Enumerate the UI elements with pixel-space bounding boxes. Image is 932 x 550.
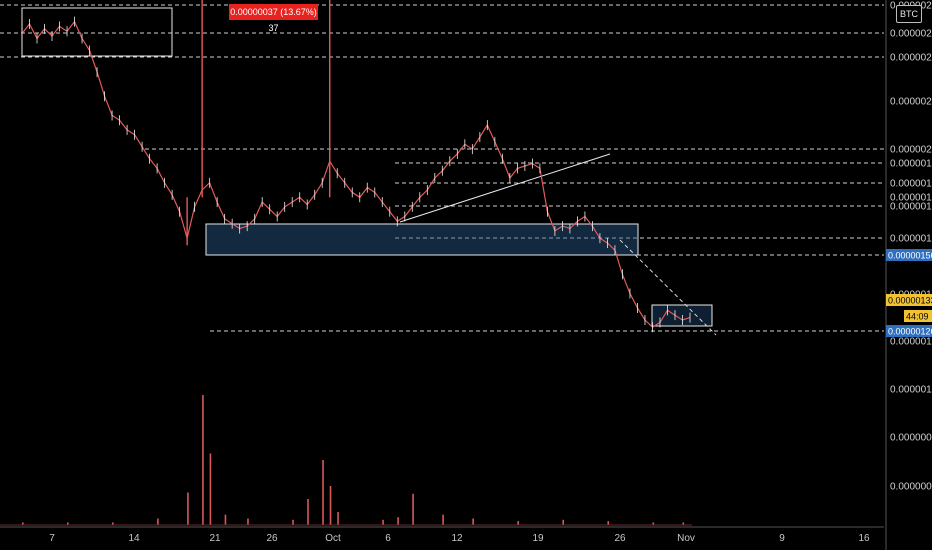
time-axis[interactable]: 7 14 21 26 Oct 6 12 19 26 Nov 9 16 (0, 526, 884, 544)
y-tick-label: 0.00000080 (890, 433, 932, 444)
price-series (21, 0, 691, 333)
x-tick-label: 19 (532, 533, 544, 544)
price-tag-label: 0.00000133 (888, 296, 932, 306)
price-tag: 0.00000133 (886, 294, 932, 306)
x-tick-label: 14 (128, 533, 140, 544)
volume-bars (0, 395, 692, 526)
volume-bar (607, 521, 610, 525)
measure-banner: 0.00000037 (13.67%) 37 (229, 4, 318, 33)
x-tick-label: 7 (49, 533, 55, 544)
volume-bar (292, 519, 294, 525)
x-tick-label: 6 (385, 533, 391, 544)
volume-bar (307, 499, 309, 525)
volume-bar (472, 518, 474, 525)
volume-bar (652, 522, 655, 525)
price-tag: 44:09 (904, 310, 932, 322)
y-tick-label: 0.00000163 (890, 234, 932, 245)
price-tags: 0.00000133 44:09 0.00000126 0.00000156 (886, 249, 932, 337)
y-tick-label: 0.00000194 (890, 159, 932, 170)
range-box (651, 304, 713, 327)
y-tick-label: 0.00000180 (890, 193, 932, 204)
zones (21, 7, 713, 327)
volume-bar (209, 453, 212, 525)
y-tick-label: 0.00000120 (890, 337, 932, 348)
y-tick-label: 0.00000248 (890, 29, 932, 40)
price-tag: 0.00000126 (886, 325, 932, 337)
price-axis[interactable]: 0.000002600.000002480.000002390.00000220… (885, 0, 932, 550)
volume-bar (682, 522, 685, 525)
price-line (21, 20, 691, 328)
y-tick-label: 0.00000239 (890, 53, 932, 64)
x-tick-label: Nov (677, 533, 695, 544)
x-tick-label: 21 (209, 533, 221, 544)
volume-bar (187, 492, 189, 525)
volume-bar (224, 514, 227, 525)
volume-bar (22, 522, 24, 525)
volume-bar (397, 517, 399, 525)
x-tick-label: 9 (779, 533, 785, 544)
y-tick-label: 0.00000187 (890, 179, 932, 190)
price-tag: 0.00000156 (886, 249, 932, 261)
volume-bar (157, 518, 159, 525)
volume-bar (442, 514, 444, 525)
y-tick-label: 0.00000060 (890, 482, 932, 493)
y-tick-label: 0.00000220 (890, 97, 932, 108)
price-tag-label: 0.00000156 (888, 251, 932, 261)
volume-bar (337, 512, 339, 525)
quote-currency-badge[interactable]: BTC (896, 5, 922, 23)
volume-bar (202, 395, 204, 525)
range-box (205, 223, 639, 256)
volume-bar (329, 486, 332, 525)
volume-bar (67, 522, 69, 525)
volume-bar (247, 518, 249, 525)
price-tag-label: 44:09 (906, 312, 929, 322)
trendline-resistance (619, 239, 717, 336)
volume-bar (412, 493, 414, 525)
y-tick-label: 0.00000100 (890, 385, 932, 396)
y-tick-label: 0.00000177 (890, 202, 932, 213)
trendlines (399, 153, 717, 336)
price-tag-label: 0.00000126 (888, 327, 932, 337)
x-tick-label: 12 (451, 533, 463, 544)
y-tick-label: 0.00000200 (890, 145, 932, 156)
trendline-support (399, 153, 611, 223)
volume-bar (322, 460, 324, 525)
x-tick-label: 16 (858, 533, 870, 544)
volume-bar (112, 522, 114, 525)
x-tick-label: 26 (266, 533, 278, 544)
volume-bar (562, 519, 565, 525)
x-tick-label: Oct (325, 533, 341, 544)
volume-bar (517, 521, 519, 525)
x-tick-label: 26 (614, 533, 626, 544)
volume-bar (382, 519, 384, 525)
